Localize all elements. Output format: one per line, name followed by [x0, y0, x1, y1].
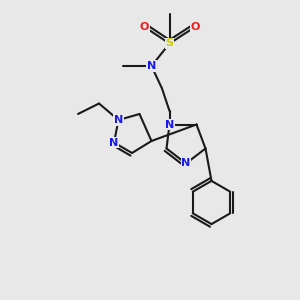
Text: O: O — [140, 22, 149, 32]
Text: O: O — [190, 22, 200, 32]
Text: N: N — [182, 158, 190, 169]
Text: S: S — [166, 38, 173, 49]
Text: N: N — [147, 61, 156, 71]
Text: N: N — [110, 137, 118, 148]
Text: N: N — [114, 115, 123, 125]
Text: N: N — [165, 119, 174, 130]
